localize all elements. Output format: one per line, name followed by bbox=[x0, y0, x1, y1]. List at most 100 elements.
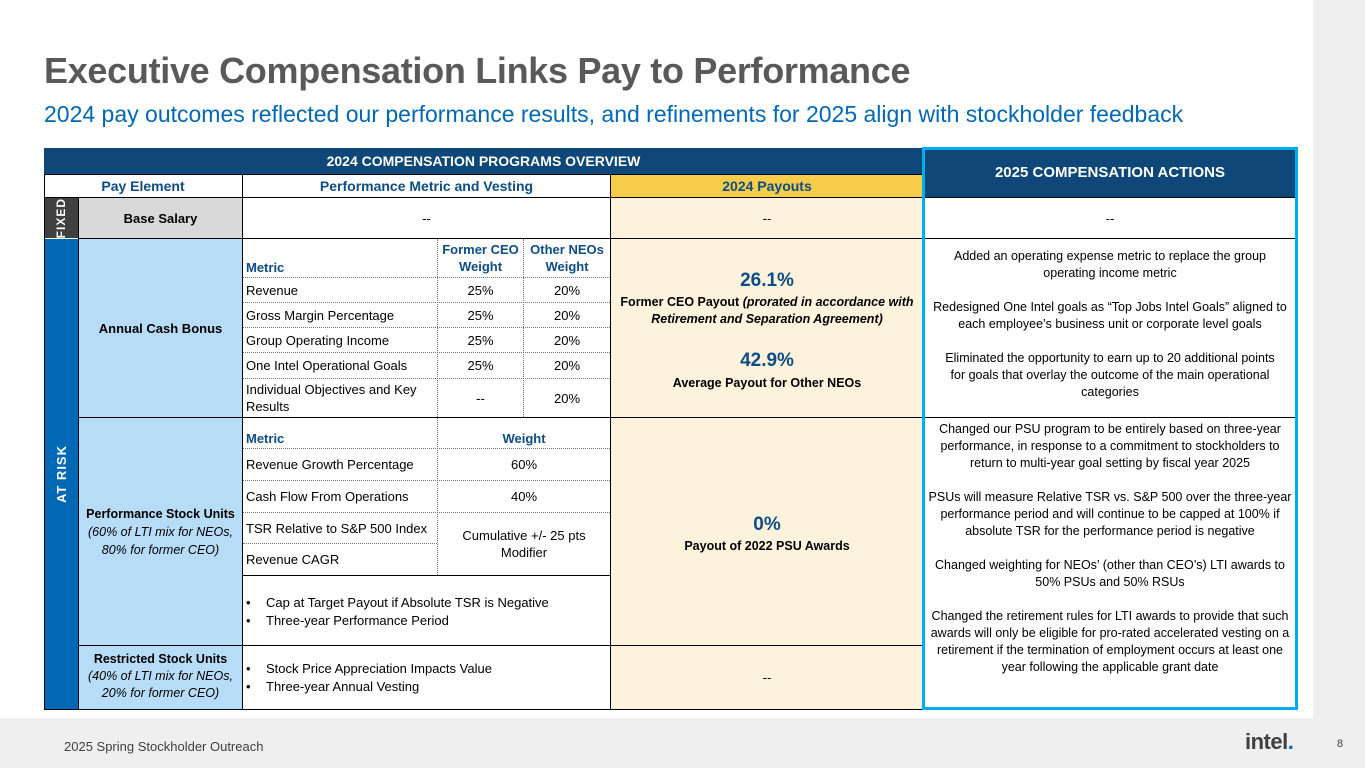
psu-weight-header: Weight bbox=[502, 430, 546, 446]
acb-ceo-payout-note: (prorated in accordance with Retirement … bbox=[651, 295, 914, 326]
psu-metric-header: Metric bbox=[246, 430, 285, 446]
actions-header: 2025 COMPENSATION ACTIONS bbox=[924, 148, 1296, 197]
acb-ceo-weight-header: Former CEO Weight bbox=[442, 242, 519, 274]
acb-action-item: Eliminated the opportunity to earn up to… bbox=[945, 351, 1275, 399]
grid-line bbox=[78, 417, 1297, 418]
grid-line bbox=[44, 197, 1297, 198]
grid-line bbox=[78, 238, 1297, 239]
lti-action-item: PSUs will measure Relative TSR vs. S&P 5… bbox=[928, 490, 1292, 538]
footer-bar bbox=[0, 718, 1313, 768]
psu-label-sub: (60% of LTI mix for NEOs, 80% for former… bbox=[88, 525, 233, 557]
rsu-bullet: Stock Price Appreciation Impacts Value bbox=[246, 660, 606, 678]
acb-row-metric: One Intel Operational Goals bbox=[246, 358, 408, 373]
rsu-payout: -- bbox=[611, 646, 923, 709]
psu-payout-label: Payout of 2022 PSU Awards bbox=[684, 538, 850, 553]
acb-row-neo: 20% bbox=[553, 283, 581, 298]
psu-row-weight: 60% bbox=[510, 457, 538, 472]
rsu-label-sub: (40% of LTI mix for NEOs, 20% for former… bbox=[88, 669, 233, 700]
base-salary-label: Base Salary bbox=[79, 198, 242, 238]
grid-line bbox=[243, 378, 610, 379]
page-subtitle: 2024 pay outcomes reflected our performa… bbox=[44, 101, 1184, 127]
acb-neo-weight-header: Other NEOs Weight bbox=[530, 242, 604, 274]
intel-logo: intel. bbox=[1245, 729, 1294, 754]
grid-line bbox=[243, 302, 610, 303]
fixed-label-text: FIXED bbox=[53, 197, 68, 239]
footer-text: 2025 Spring Stockholder Outreach bbox=[64, 739, 264, 754]
psu-label-cell bbox=[79, 418, 242, 645]
base-salary-action: -- bbox=[1105, 210, 1115, 226]
at-risk-side-label: AT RISK bbox=[44, 239, 78, 709]
grid-line bbox=[243, 277, 610, 278]
psu-payout-cell bbox=[611, 418, 923, 645]
grid-line bbox=[78, 198, 79, 709]
acb-row-metric: Revenue bbox=[246, 283, 299, 298]
psu-row-weight: 40% bbox=[510, 489, 538, 504]
actions-column-outline bbox=[922, 147, 1298, 710]
acb-ceo-payout-value: 26.1% bbox=[740, 269, 794, 291]
acb-row-ceo: 25% bbox=[467, 358, 494, 373]
grid-line bbox=[242, 174, 243, 710]
fixed-side-label: FIXED bbox=[44, 198, 78, 238]
at-risk-label-text: AT RISK bbox=[53, 444, 69, 504]
acb-metric-header: Metric bbox=[246, 260, 285, 275]
acb-row-metric: Gross Margin Percentage bbox=[246, 308, 395, 323]
grid-line bbox=[243, 480, 610, 481]
lti-action-item: Changed weighting for NEOs’ (other than … bbox=[935, 558, 1285, 589]
psu-row-metric: Revenue CAGR bbox=[246, 552, 340, 567]
grid-line bbox=[78, 645, 923, 646]
grid-line bbox=[44, 174, 923, 175]
col-header-pay-element: Pay Element bbox=[101, 177, 185, 194]
acb-row-metric: Group Operating Income bbox=[246, 333, 390, 348]
acb-neo-payout-value: 42.9% bbox=[740, 349, 794, 371]
psu-row-metric: Cash Flow From Operations bbox=[246, 489, 409, 504]
psu-label-title: Performance Stock Units bbox=[86, 507, 235, 521]
grid-line bbox=[243, 575, 610, 576]
psu-payout-value: 0% bbox=[753, 513, 781, 535]
acb-payout-cell bbox=[611, 239, 923, 417]
acb-row-ceo: -- bbox=[476, 390, 485, 406]
acb-action-item: Added an operating expense metric to rep… bbox=[953, 249, 1266, 280]
acb-ceo-payout-label: Former CEO Payout (prorated in accordanc… bbox=[614, 294, 920, 328]
acb-neo-payout-label: Average Payout for Other NEOs bbox=[672, 375, 862, 390]
acb-row-neo: 20% bbox=[553, 358, 581, 373]
annual-cash-bonus-label: Annual Cash Bonus bbox=[79, 239, 242, 417]
grid-line bbox=[243, 327, 610, 328]
acb-action-item: Redesigned One Intel goals as “Top Jobs … bbox=[933, 300, 1287, 331]
psu-bullets: Cap at Target Payout if Absolute TSR is … bbox=[246, 594, 606, 630]
acb-ceo-payout-label-text: Former CEO Payout bbox=[620, 295, 740, 309]
grid-line bbox=[523, 239, 524, 417]
base-salary-payout: -- bbox=[611, 198, 923, 238]
rsu-label-cell bbox=[79, 646, 242, 709]
rsu-bullets: Stock Price Appreciation Impacts Value T… bbox=[246, 660, 606, 696]
grid-line bbox=[243, 543, 437, 544]
base-salary-metric: -- bbox=[422, 210, 431, 226]
overview-header: 2024 COMPENSATION PROGRAMS OVERVIEW bbox=[44, 148, 923, 174]
grid-line bbox=[437, 418, 438, 575]
psu-modifier: Cumulative +/- 25 pts Modifier bbox=[462, 528, 586, 560]
grid-line bbox=[610, 174, 611, 710]
psu-bullet: Three-year Performance Period bbox=[246, 612, 606, 630]
page-title: Executive Compensation Links Pay to Perf… bbox=[44, 50, 911, 91]
grid-line bbox=[243, 352, 610, 353]
acb-row-neo: 20% bbox=[553, 390, 581, 406]
acb-actions: Added an operating expense metric to rep… bbox=[924, 248, 1296, 401]
acb-row-ceo: 25% bbox=[467, 333, 494, 348]
lti-action-item: Changed the retirement rules for LTI awa… bbox=[930, 609, 1290, 674]
grid-line bbox=[44, 174, 45, 710]
rsu-label-title: Restricted Stock Units bbox=[93, 652, 228, 666]
psu-row-metric: TSR Relative to S&P 500 Index bbox=[246, 520, 428, 536]
psu-label: Performance Stock Units (60% of LTI mix … bbox=[79, 505, 242, 559]
acb-row-neo: 20% bbox=[553, 308, 581, 323]
acb-row-metric: Individual Objectives and Key Results bbox=[246, 382, 417, 414]
right-margin-strip bbox=[1313, 0, 1365, 768]
lti-action-item: Changed our PSU program to be entirely b… bbox=[939, 422, 1281, 470]
ltI-actions: Changed our PSU program to be entirely b… bbox=[924, 421, 1296, 676]
grid-line bbox=[44, 709, 923, 710]
rsu-label: Restricted Stock Units (40% of LTI mix f… bbox=[79, 651, 242, 702]
col-header-payouts: 2024 Payouts bbox=[611, 175, 923, 197]
acb-row-ceo: 25% bbox=[467, 283, 494, 298]
psu-row-metric: Revenue Growth Percentage bbox=[246, 457, 414, 472]
acb-row-ceo: 25% bbox=[467, 308, 494, 323]
grid-line bbox=[437, 239, 438, 417]
grid-line bbox=[243, 448, 610, 449]
